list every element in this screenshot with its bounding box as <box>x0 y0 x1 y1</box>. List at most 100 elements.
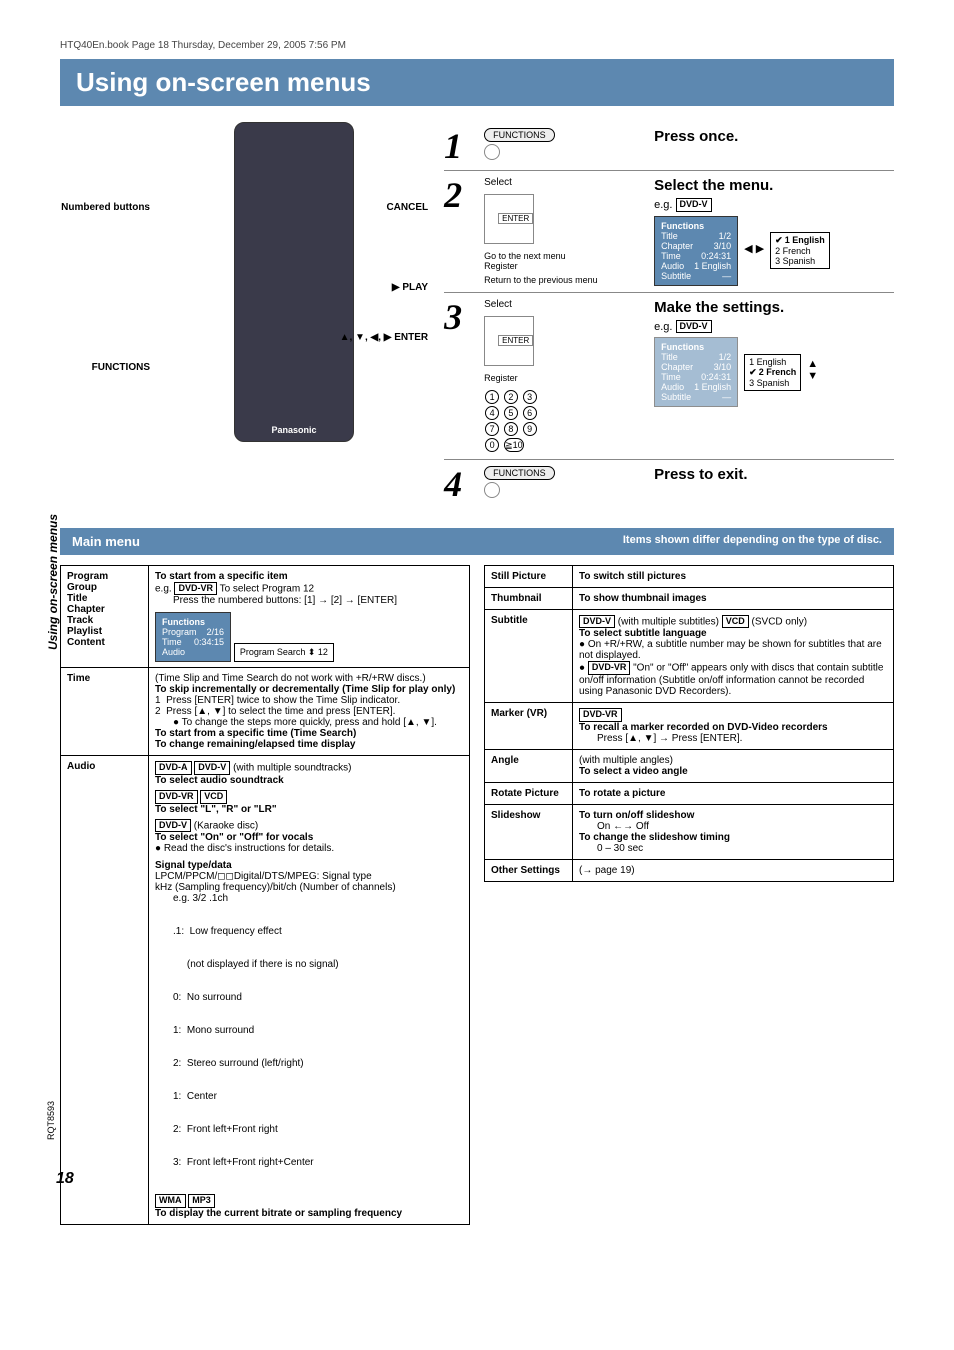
ch-line: 2: Front left+Front right <box>173 1124 463 1135</box>
functions-circle-icon <box>484 482 500 498</box>
panel-k: Program <box>162 627 197 637</box>
table-row: Audio DVD-A DVD-V (with multiple soundtr… <box>61 756 470 1225</box>
step-right: Press once. <box>654 128 894 164</box>
disc-tag: DVD-V <box>155 819 191 833</box>
enter-center[interactable]: ENTER <box>498 213 533 224</box>
panel-v: 3/10 <box>714 241 732 251</box>
play-label: ▶ PLAY <box>392 282 428 293</box>
lang-option: 2 French <box>775 246 825 256</box>
text: Press [▲, ▼] → Press [ENTER]. <box>597 733 887 744</box>
row-label: Still Picture <box>485 565 573 587</box>
panel-v: 1 English <box>694 261 731 271</box>
ch-line: 1: Mono surround <box>173 1025 463 1036</box>
step-title: Select the menu. <box>654 177 894 194</box>
panel-k: Time <box>661 251 681 261</box>
num-key[interactable]: 0 <box>485 438 499 452</box>
functions-circle-icon <box>484 144 500 160</box>
lang-option: 1 English <box>749 357 796 367</box>
text: (Karaoke disc) <box>194 820 258 831</box>
heading: To change remaining/elapsed time display <box>155 739 463 750</box>
main-menu-bar: Main menu Items shown differ depending o… <box>60 528 894 555</box>
number-pad: 1 2 3 4 5 6 7 8 9 0 ≧10 <box>484 389 644 453</box>
dpad[interactable]: ENTER <box>484 194 534 244</box>
panel-k: Audio <box>661 261 684 271</box>
heading: Signal type/data <box>155 860 463 871</box>
ch-line: 2: Stereo surround (left/right) <box>173 1058 463 1069</box>
step-1: 1 FUNCTIONS Press once. <box>444 122 894 170</box>
register-label: Register <box>484 261 644 271</box>
disc-tag: DVD-V <box>676 320 712 334</box>
heading: To recall a marker recorded on DVD-Video… <box>579 722 887 733</box>
page-number: 18 <box>56 1170 74 1188</box>
row-label: Thumbnail <box>485 587 573 609</box>
table-row: Subtitle DVD-V (with multiple subtitles)… <box>485 609 894 702</box>
lang-option: 1 English <box>775 235 825 246</box>
num-key[interactable]: 9 <box>523 422 537 436</box>
cancel-label: CANCEL <box>386 202 428 213</box>
num-key[interactable]: 3 <box>523 390 537 404</box>
step-title: Make the settings. <box>654 299 894 316</box>
num-key[interactable]: 7 <box>485 422 499 436</box>
enter-center[interactable]: ENTER <box>498 335 533 346</box>
num-key[interactable]: ≧10 <box>504 438 524 452</box>
heading: To start from a specific item <box>155 571 463 582</box>
goto-label: Go to the next menu <box>484 251 644 261</box>
table-row: Still Picture To switch still pictures <box>485 565 894 587</box>
row-label: Subtitle <box>485 609 573 702</box>
main-menu-label: Main menu <box>72 534 140 549</box>
heading: To change the slideshow timing <box>579 832 887 843</box>
functions-label: FUNCTIONS <box>60 362 150 373</box>
dpad[interactable]: ENTER <box>484 316 534 366</box>
table-row: Rotate Picture To rotate a picture <box>485 782 894 804</box>
disc-note: Items shown differ depending on the type… <box>623 534 882 549</box>
text: Press [▲, ▼] to select the time and pres… <box>166 706 395 717</box>
row-content: To switch still pictures <box>573 565 894 587</box>
top-section: Panasonic Numbered buttons CANCEL ▶ PLAY… <box>60 122 894 508</box>
panel-title: Functions <box>661 342 731 352</box>
panel-v: — <box>722 392 731 402</box>
eg: e.g. <box>155 583 172 594</box>
heading: To select a video angle <box>579 766 887 777</box>
num-key[interactable]: 5 <box>504 406 518 420</box>
text: kHz (Sampling frequency)/bit/ch (Number … <box>155 882 463 893</box>
eg-label: e.g. <box>654 199 672 211</box>
num-key[interactable]: 4 <box>485 406 499 420</box>
heading: To skip incrementally or decrementally (… <box>155 684 463 695</box>
panel-title: Functions <box>162 617 224 627</box>
num-key[interactable]: 2 <box>504 390 518 404</box>
text: e.g. 3/2 .1ch <box>173 893 463 904</box>
text: (with multiple soundtracks) <box>233 763 351 774</box>
functions-button[interactable]: FUNCTIONS <box>484 128 555 142</box>
select-label: Select <box>484 299 644 310</box>
disc-tag: DVD-VR <box>174 582 217 596</box>
num-key[interactable]: 6 <box>523 406 537 420</box>
text: Press [ENTER] twice to show the Time Sli… <box>166 695 400 706</box>
panel-k: Chapter <box>661 362 693 372</box>
text: (with multiple subtitles) <box>618 616 719 627</box>
page-title: Using on-screen menus <box>60 59 894 106</box>
panel-v: 1/2 <box>719 231 732 241</box>
language-list: 1 English 2 French 3 Spanish <box>770 232 830 269</box>
numbered-buttons-label: Numbered buttons <box>60 202 150 213</box>
table-row: Marker (VR) DVD-VR To recall a marker re… <box>485 703 894 750</box>
num-key[interactable]: 8 <box>504 422 518 436</box>
functions-button[interactable]: FUNCTIONS <box>484 466 555 480</box>
language-list: 1 English 2 French 3 Spanish <box>744 354 801 391</box>
step-num: 3 <box>444 299 474 453</box>
num-key[interactable]: 1 <box>485 390 499 404</box>
row-content: DVD-V (with multiple subtitles) VCD (SVC… <box>573 609 894 702</box>
panel-title: Functions <box>661 221 731 231</box>
row-label: Rotate Picture <box>485 782 573 804</box>
text: (SVCD only) <box>752 616 808 627</box>
panel-v: 1/2 <box>719 352 732 362</box>
row-content: To show thumbnail images <box>573 587 894 609</box>
left-table-col: Program Group Title Chapter Track Playli… <box>60 565 470 1225</box>
text: Read the disc's instructions for details… <box>164 843 334 854</box>
ch-line: 3: Front left+Front right+Center <box>173 1157 463 1168</box>
text: (with multiple angles) <box>579 755 887 766</box>
disc-tag: DVD-VR <box>588 661 631 675</box>
text: Press the numbered buttons: [1] → [2] → … <box>173 595 463 606</box>
panel-k: Audio <box>661 382 684 392</box>
panel-k: Audio <box>162 647 185 657</box>
panel-k: Subtitle <box>661 392 691 402</box>
